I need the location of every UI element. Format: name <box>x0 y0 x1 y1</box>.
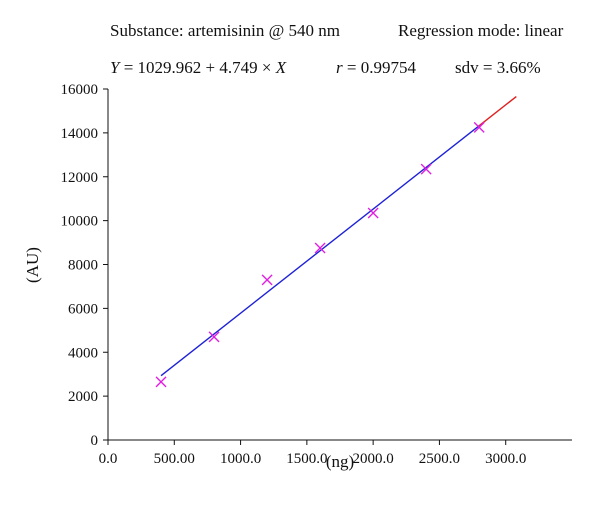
y-tick-label: 6000 <box>68 301 98 317</box>
data-point <box>367 207 379 219</box>
r-value: = 0.99754 <box>343 58 417 77</box>
x-tick-label: 1500.0 <box>286 451 327 467</box>
y-tick-label: 2000 <box>68 389 98 405</box>
data-point <box>314 242 326 254</box>
data-point <box>261 274 273 286</box>
axes <box>107 89 572 441</box>
y-tick-label: 4000 <box>68 345 98 361</box>
x-tick-label: 1000.0 <box>220 451 261 467</box>
y-tick-label: 0 <box>91 433 99 449</box>
x-tick-label: 0.0 <box>99 451 118 467</box>
regression-mode-label: Regression mode: linear <box>398 21 564 40</box>
data-points <box>155 121 485 388</box>
regression-equation: Y = 1029.962 + 4.749 × X <box>110 58 287 77</box>
x-tick-label: 2500.0 <box>419 451 460 467</box>
data-point <box>208 331 220 343</box>
x-axis-ticks: 0.0 500.00 1000.0 1500.0 2000.0 2500.0 3000.0 <box>99 440 526 467</box>
y-axis-ticks: 0 2000 4000 6000 8000 10000 12000 14000 16000 <box>61 82 108 449</box>
correlation-coefficient: r = 0.99754 <box>336 58 416 77</box>
equation-body: = 1029.962 + 4.749 × <box>119 58 275 77</box>
sdv-label: sdv = 3.66% <box>455 58 541 77</box>
data-point <box>420 163 432 175</box>
y-tick-label: 8000 <box>68 258 98 274</box>
x-axis-label: (ng) <box>326 452 354 471</box>
y-tick-label: 12000 <box>61 170 99 186</box>
y-tick-label: 16000 <box>61 82 99 98</box>
x-tick-label: 500.00 <box>154 451 195 467</box>
y-tick-label: 14000 <box>61 126 99 142</box>
regression-line <box>160 125 480 377</box>
x-tick-label: 2000.0 <box>353 451 394 467</box>
y-tick-label: 10000 <box>61 214 99 230</box>
substance-label: Substance: artemisinin @ 540 nm <box>110 21 340 40</box>
x-tick-label: 3000.0 <box>485 451 526 467</box>
regression-line-extension <box>478 95 517 127</box>
equation-x-symbol: X <box>275 58 287 77</box>
y-axis-label: (AU) <box>23 247 42 283</box>
data-point <box>155 376 167 388</box>
equation-y-symbol: Y <box>110 58 121 77</box>
r-symbol: r <box>336 58 343 77</box>
data-point <box>473 121 485 133</box>
